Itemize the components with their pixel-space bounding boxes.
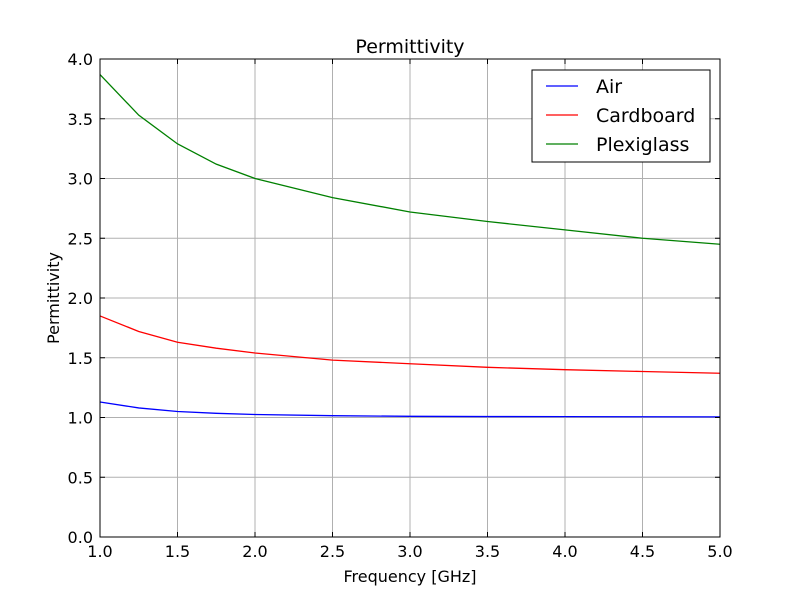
y-tick-label: 3.0	[68, 170, 93, 189]
y-tick-label: 2.5	[68, 229, 93, 248]
y-tick-label: 3.5	[68, 110, 93, 129]
y-axis-label: Permittivity	[44, 252, 63, 344]
series-line-plexiglass	[99, 74, 721, 245]
series-line-cardboard	[99, 315, 721, 374]
x-tick-label: 1.5	[165, 542, 190, 561]
legend-label: Air	[596, 76, 622, 98]
y-tick-label: 1.0	[68, 409, 93, 428]
ticks: 1.0 1.5 2.0 2.5 3.0 3.5 4.0 4.5 5.0 0.0 0.5 1.0 1.5 2…	[68, 50, 733, 561]
x-tick-label: 2.5	[320, 542, 345, 561]
x-tick-label: 2.0	[242, 542, 267, 561]
y-tick-label: 4.0	[68, 50, 93, 69]
series-line-air	[99, 401, 721, 418]
legend-box	[531, 69, 711, 163]
x-tick-label: 1.0	[87, 542, 112, 561]
y-tick-label: 0.5	[68, 468, 93, 487]
x-tick-label: 5.0	[707, 542, 732, 561]
y-tick-label: 2.0	[68, 289, 93, 308]
x-tick-label: 4.5	[630, 542, 655, 561]
plot-lines	[99, 74, 721, 418]
x-tick-label: 3.5	[475, 542, 500, 561]
x-tick-label: 4.0	[552, 542, 577, 561]
legend-label: Cardboard	[596, 105, 695, 127]
legend: Air Cardboard Plexiglass	[531, 69, 711, 163]
legend-label: Plexiglass	[596, 134, 689, 156]
y-tick-label: 0.0	[68, 528, 93, 547]
x-tick-label: 3.0	[397, 542, 422, 561]
x-axis-label: Frequency [GHz]	[343, 567, 476, 586]
y-tick-label: 1.5	[68, 349, 93, 368]
chart-title: Permittivity	[355, 36, 464, 58]
